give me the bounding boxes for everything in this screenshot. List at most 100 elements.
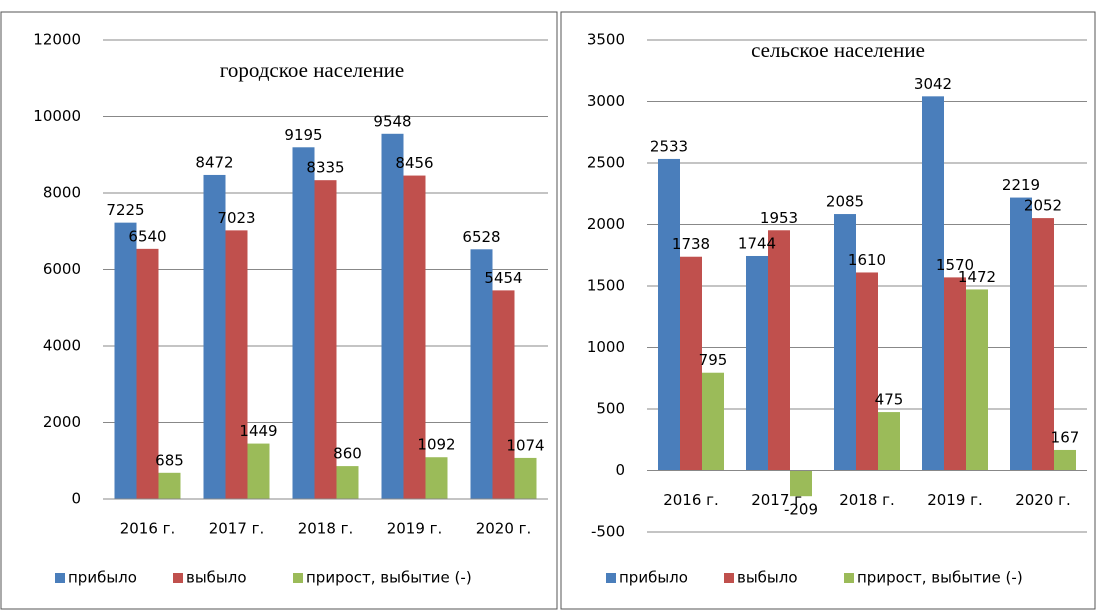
bar — [314, 180, 337, 499]
bar — [746, 255, 768, 471]
bar — [1032, 218, 1054, 471]
x-tick-label: 2018 г. — [298, 520, 354, 538]
data-label: 475 — [875, 391, 904, 409]
y-tick-label: 0 — [615, 461, 625, 479]
data-label: 6528 — [462, 228, 500, 246]
data-label: 167 — [1051, 428, 1080, 446]
y-tick-label: 4000 — [43, 337, 81, 355]
data-label: 9548 — [373, 112, 411, 130]
bar — [158, 472, 181, 499]
data-label: -209 — [784, 501, 818, 519]
bar — [136, 248, 159, 499]
y-tick-label: 2000 — [43, 413, 81, 431]
x-tick-label: 2018 г. — [839, 491, 895, 509]
data-label: 1953 — [760, 209, 798, 227]
bar — [425, 457, 448, 499]
bar — [336, 466, 359, 499]
bar — [225, 230, 248, 500]
x-tick-label: 2016 г. — [663, 491, 719, 509]
legend-label: выбыло — [737, 569, 798, 587]
data-label: 8335 — [306, 159, 344, 177]
y-tick-label: 500 — [596, 400, 625, 418]
data-label: 2085 — [826, 193, 864, 211]
data-label: 1074 — [506, 436, 544, 454]
legend-swatch — [173, 573, 183, 583]
bar — [114, 222, 137, 500]
chart-title: городское население — [220, 58, 405, 82]
y-tick-label: 2000 — [587, 215, 625, 233]
y-tick-label: 6000 — [43, 260, 81, 278]
legend-swatch — [724, 573, 734, 583]
bar — [292, 147, 315, 499]
x-tick-label: 2020 г. — [1015, 491, 1071, 509]
bar — [1010, 197, 1032, 471]
y-tick-label: -500 — [591, 523, 625, 541]
data-label: 8456 — [395, 154, 433, 172]
legend-swatch — [293, 573, 303, 583]
x-tick-label: 2017 г. — [209, 520, 265, 538]
legend-label: прирост, выбытие (-) — [306, 569, 472, 587]
data-label: 2219 — [1002, 176, 1040, 194]
data-label: 8472 — [195, 153, 233, 171]
x-tick-label: 2016 г. — [120, 520, 176, 538]
data-label: 2533 — [650, 137, 688, 155]
legend-label: выбыло — [186, 569, 247, 587]
bar — [944, 277, 966, 471]
bar — [1054, 449, 1076, 471]
y-tick-label: 1500 — [587, 277, 625, 295]
bar — [966, 289, 988, 471]
legend-label: прибыло — [68, 569, 137, 587]
data-label: 795 — [699, 351, 728, 369]
bar — [247, 443, 270, 499]
x-tick-label: 2020 г. — [476, 520, 532, 538]
data-label: 2052 — [1024, 197, 1062, 215]
y-tick-label: 3000 — [587, 92, 625, 110]
bar — [514, 457, 537, 499]
y-tick-label: 10000 — [33, 107, 81, 125]
bar — [492, 290, 515, 499]
legend-label: прибыло — [619, 569, 688, 587]
data-label: 6540 — [128, 227, 166, 245]
y-tick-label: 1000 — [587, 338, 625, 356]
x-tick-label: 2019 г. — [387, 520, 443, 538]
bar — [203, 174, 226, 500]
bar — [702, 372, 724, 471]
bar — [922, 96, 944, 471]
y-tick-label: 12000 — [33, 31, 81, 49]
data-label: 7225 — [106, 201, 144, 219]
data-label: 7023 — [217, 209, 255, 227]
bar — [403, 175, 426, 500]
bar — [790, 470, 812, 497]
y-tick-label: 8000 — [43, 184, 81, 202]
bar — [834, 214, 856, 471]
bar — [381, 133, 404, 499]
bar — [878, 412, 900, 471]
data-label: 1472 — [958, 268, 996, 286]
legend-label: прирост, выбытие (-) — [857, 569, 1023, 587]
data-label: 1449 — [239, 422, 277, 440]
data-label: 1744 — [738, 234, 776, 252]
data-label: 5454 — [484, 269, 522, 287]
bar — [658, 158, 680, 471]
bar — [470, 249, 493, 499]
data-label: 860 — [333, 445, 362, 463]
panel-frame — [0, 11, 558, 610]
y-tick-label: 2500 — [587, 154, 625, 172]
panel-frame — [560, 11, 1096, 610]
data-label: 1610 — [848, 251, 886, 269]
x-tick-label: 2019 г. — [927, 491, 983, 509]
data-label: 1738 — [672, 235, 710, 253]
legend-swatch — [606, 573, 616, 583]
bar — [856, 272, 878, 471]
legend-swatch — [55, 573, 65, 583]
data-label: 685 — [155, 451, 184, 469]
data-label: 1570 — [936, 256, 974, 274]
data-label: 3042 — [914, 75, 952, 93]
bar — [680, 256, 702, 471]
y-tick-label: 3500 — [587, 31, 625, 49]
y-tick-label: 0 — [71, 490, 81, 508]
data-label: 9195 — [284, 126, 322, 144]
legend-swatch — [844, 573, 854, 583]
chart-title: сельское население — [751, 38, 925, 62]
